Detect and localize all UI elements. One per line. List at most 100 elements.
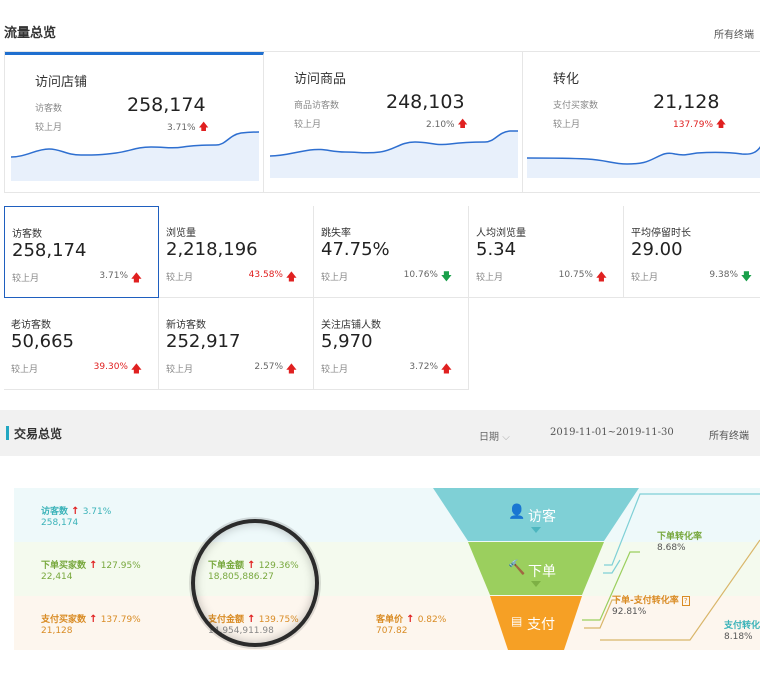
arrow-up-icon: ↑ — [406, 614, 415, 625]
funnel-label-visitor: 访客 — [528, 509, 556, 525]
pct-text: 3.71% — [167, 123, 196, 133]
stat-pay-buyers: 支付买家数 ↑ 137.79% — [41, 612, 141, 625]
pct-text: 2.10% — [426, 120, 455, 130]
pct-text: 137.79% — [673, 120, 714, 130]
metric-label: 平均停留时长 — [631, 228, 691, 239]
rate-order-conv-label: 下单转化率 — [657, 532, 703, 542]
metric-shop-followers[interactable]: 关注店铺人数 5,970 较上月 3.72% 🡅 — [314, 298, 469, 390]
date-range[interactable]: 2019-11-01~2019-11-30 — [550, 427, 674, 438]
metric-pct: 39.30% — [93, 362, 128, 372]
trade-terminal-select[interactable]: 所有终端 — [709, 431, 749, 442]
card-conversion[interactable]: 转化 支付买家数 21,128 较上月 137.79% 🡅 — [523, 52, 760, 193]
arrow-up-icon: 🡅 — [595, 270, 607, 283]
card-title: 访问商品 — [294, 72, 347, 87]
metric-avg-pageviews[interactable]: 人均浏览量 5.34 较上月 10.75% 🡅 — [469, 206, 624, 298]
rate-pay-conv-label: 支付转化 — [724, 621, 760, 631]
arrow-up-icon: 🡅 — [130, 271, 142, 284]
metric-value: 47.75% — [321, 239, 390, 260]
arrow-up-icon: 🡅 — [285, 270, 297, 283]
metric-label: 浏览量 — [166, 228, 196, 239]
rate-order-pay-conv-value: 92.81% — [612, 607, 647, 617]
metric-pct: 3.72% — [409, 362, 438, 372]
stat-unit-price-value: 707.82 — [376, 626, 408, 636]
trade-header: 交易总览 日期 ⌵ 2019-11-01~2019-11-30 所有终端 — [0, 410, 760, 456]
stat-pay-buyers-value: 21,128 — [41, 626, 73, 636]
stat-unit-price: 客单价 ↑ 0.82% — [376, 612, 446, 625]
metric-compare: 较上月 — [321, 273, 349, 283]
card-pct: 137.79% 🡅 — [673, 117, 726, 134]
card-pct: 3.71% 🡅 — [167, 120, 209, 137]
metric-compare: 较上月 — [631, 273, 659, 283]
metric-value: 29.00 — [631, 239, 683, 260]
card-pct: 2.10% 🡅 — [426, 117, 468, 134]
metric-label: 新访客数 — [166, 320, 206, 331]
funnel-band-visitor — [14, 488, 760, 542]
metric-label: 关注店铺人数 — [321, 320, 381, 331]
card-value: 248,103 — [386, 91, 465, 113]
date-select[interactable]: 日期 ⌵ — [479, 428, 510, 443]
funnel-label-pay: 支付 — [527, 617, 555, 633]
stat-label: 客单价 — [376, 615, 404, 625]
funnel-label-order: 下单 — [528, 564, 556, 580]
card-label: 商品访客数 — [294, 101, 340, 111]
metric-visitors[interactable]: 访客数 258,174 较上月 3.71% 🡅 — [4, 206, 159, 298]
metric-compare: 较上月 — [11, 365, 39, 375]
stat-pct: 0.82% — [417, 615, 447, 625]
metric-bounce-rate[interactable]: 跳失率 47.75% 较上月 10.76% 🡇 — [314, 206, 469, 298]
rate-order-pay-conv: 下单-支付转化率 ? — [612, 593, 690, 606]
metric-label: 人均浏览量 — [476, 228, 526, 239]
card-visit-shop[interactable]: 访问店铺 访客数 258,174 较上月 3.71% 🡅 — [5, 52, 264, 193]
metric-pct: 2.57% — [254, 362, 283, 372]
stat-label: 支付买家数 — [41, 615, 87, 625]
stat-label: 访客数 — [41, 507, 69, 517]
stat-label: 下单买家数 — [41, 561, 87, 571]
metric-compare: 较上月 — [166, 365, 194, 375]
card-value: 21,128 — [653, 91, 720, 113]
magnifier-lens — [191, 519, 319, 647]
stat-pct: 127.95% — [100, 561, 141, 571]
card-value: 258,174 — [127, 94, 206, 116]
traffic-cards: 访问店铺 访客数 258,174 较上月 3.71% 🡅 访问商品 商品访客数 … — [4, 51, 760, 193]
card-visit-product[interactable]: 访问商品 商品访客数 248,103 较上月 2.10% 🡅 — [264, 52, 523, 193]
traffic-terminal-select[interactable]: 所有终端 — [714, 30, 754, 41]
metric-pct: 10.75% — [558, 270, 593, 280]
metric-pct: 43.58% — [248, 270, 283, 280]
rate-order-conv-value: 8.68% — [657, 543, 686, 553]
metric-new-visitors[interactable]: 新访客数 252,917 较上月 2.57% 🡅 — [159, 298, 314, 390]
metric-pageviews[interactable]: 浏览量 2,218,196 较上月 43.58% 🡅 — [159, 206, 314, 298]
metric-old-visitors[interactable]: 老访客数 50,665 较上月 39.30% 🡅 — [4, 298, 159, 390]
trade-title: 交易总览 — [14, 427, 63, 441]
arrow-up-icon: 🡅 — [285, 362, 297, 375]
metric-label: 老访客数 — [11, 320, 51, 331]
metric-label: 访客数 — [12, 229, 42, 240]
stat-pct: 3.71% — [82, 507, 112, 517]
card-icon: ▤ — [511, 614, 523, 628]
stat-visitors-value: 258,174 — [41, 518, 79, 528]
sparkline-chart — [270, 130, 518, 178]
card-label: 支付买家数 — [553, 101, 599, 111]
metric-value: 50,665 — [11, 331, 74, 352]
arrow-up-icon: 🡅 — [198, 122, 209, 133]
stat-order-buyers: 下单买家数 ↑ 127.95% — [41, 558, 141, 571]
metric-value: 2,218,196 — [166, 239, 258, 260]
arrow-up-icon: 🡅 — [130, 362, 142, 375]
metric-pct: 9.38% — [709, 270, 738, 280]
sparkline-chart — [11, 131, 259, 181]
metric-value: 5.34 — [476, 239, 517, 260]
metric-compare: 较上月 — [476, 273, 504, 283]
arrow-up-icon: ↑ — [71, 506, 80, 517]
arrow-up-icon: 🡅 — [440, 362, 452, 375]
card-compare: 较上月 — [553, 120, 581, 130]
stat-order-buyers-value: 22,414 — [41, 572, 73, 582]
card-label: 访客数 — [35, 104, 63, 114]
stat-pct: 137.79% — [100, 615, 141, 625]
metric-avg-stay[interactable]: 平均停留时长 29.00 较上月 9.38% 🡇 — [624, 206, 760, 298]
help-icon[interactable]: ? — [681, 596, 690, 606]
metric-value: 252,917 — [166, 331, 241, 352]
metric-value: 5,970 — [321, 331, 373, 352]
card-compare: 较上月 — [35, 123, 63, 133]
metric-compare: 较上月 — [321, 365, 349, 375]
arrow-up-icon: ↑ — [89, 614, 98, 625]
metric-label: 跳失率 — [321, 228, 351, 239]
card-title: 访问店铺 — [35, 75, 88, 90]
